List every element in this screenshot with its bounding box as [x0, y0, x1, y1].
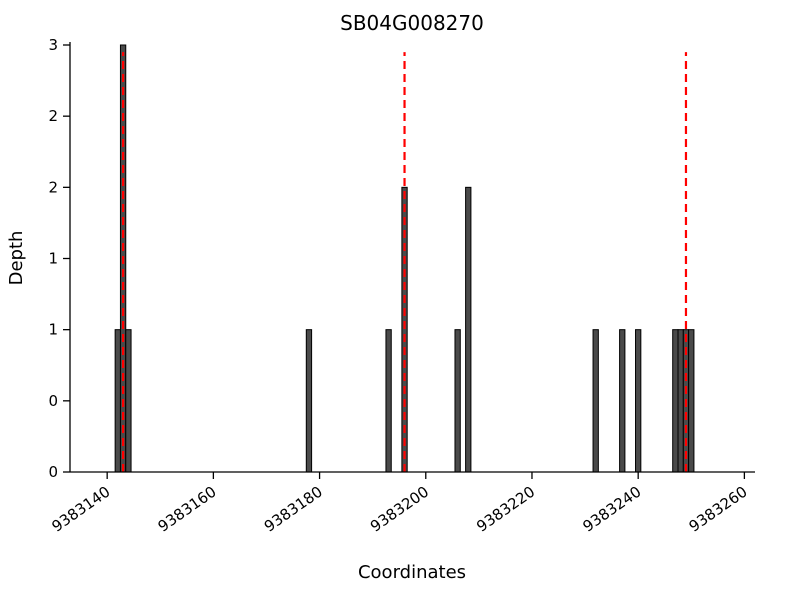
depth-bar: [465, 186, 472, 473]
x-tick-label: 9383260: [686, 483, 751, 536]
x-axis: 9383140 9383160 9383180 9383200 9383220 93832…: [48, 471, 755, 536]
depth-bar: [125, 329, 132, 473]
x-axis-label: Coordinates: [358, 562, 466, 583]
y-tick-label: 0: [48, 463, 58, 481]
x-tick-label: 9383140: [48, 483, 113, 536]
depth-bar: [385, 329, 392, 473]
depth-bar: [635, 329, 642, 473]
y-tick-label: 2: [48, 178, 58, 196]
depth-bar: [592, 329, 599, 473]
depth-bar: [677, 329, 684, 473]
y-tick-label: 1: [48, 250, 58, 268]
y-axis: 0 0 1 1 2 2 3: [48, 36, 71, 481]
x-tick-label: 9383240: [579, 483, 644, 536]
x-tick-label: 9383160: [155, 483, 220, 536]
y-tick-label: 0: [48, 392, 58, 410]
depth-bar: [619, 329, 626, 473]
chart-title: SB04G008270: [340, 11, 484, 35]
depth-bar: [688, 329, 695, 473]
y-tick-label: 2: [48, 107, 58, 125]
x-tick-label: 9383180: [261, 483, 326, 536]
vlines-group: [122, 52, 688, 472]
y-tick-label: 1: [48, 321, 58, 339]
depth-bar: [672, 329, 679, 473]
y-tick-label: 3: [48, 36, 58, 54]
depth-bar: [454, 329, 461, 473]
x-tick-label: 9383220: [473, 483, 538, 536]
depth-bar: [305, 329, 313, 473]
depth-bar: [114, 329, 121, 473]
x-tick-label: 9383200: [367, 483, 432, 536]
y-axis-label: Depth: [6, 231, 27, 286]
